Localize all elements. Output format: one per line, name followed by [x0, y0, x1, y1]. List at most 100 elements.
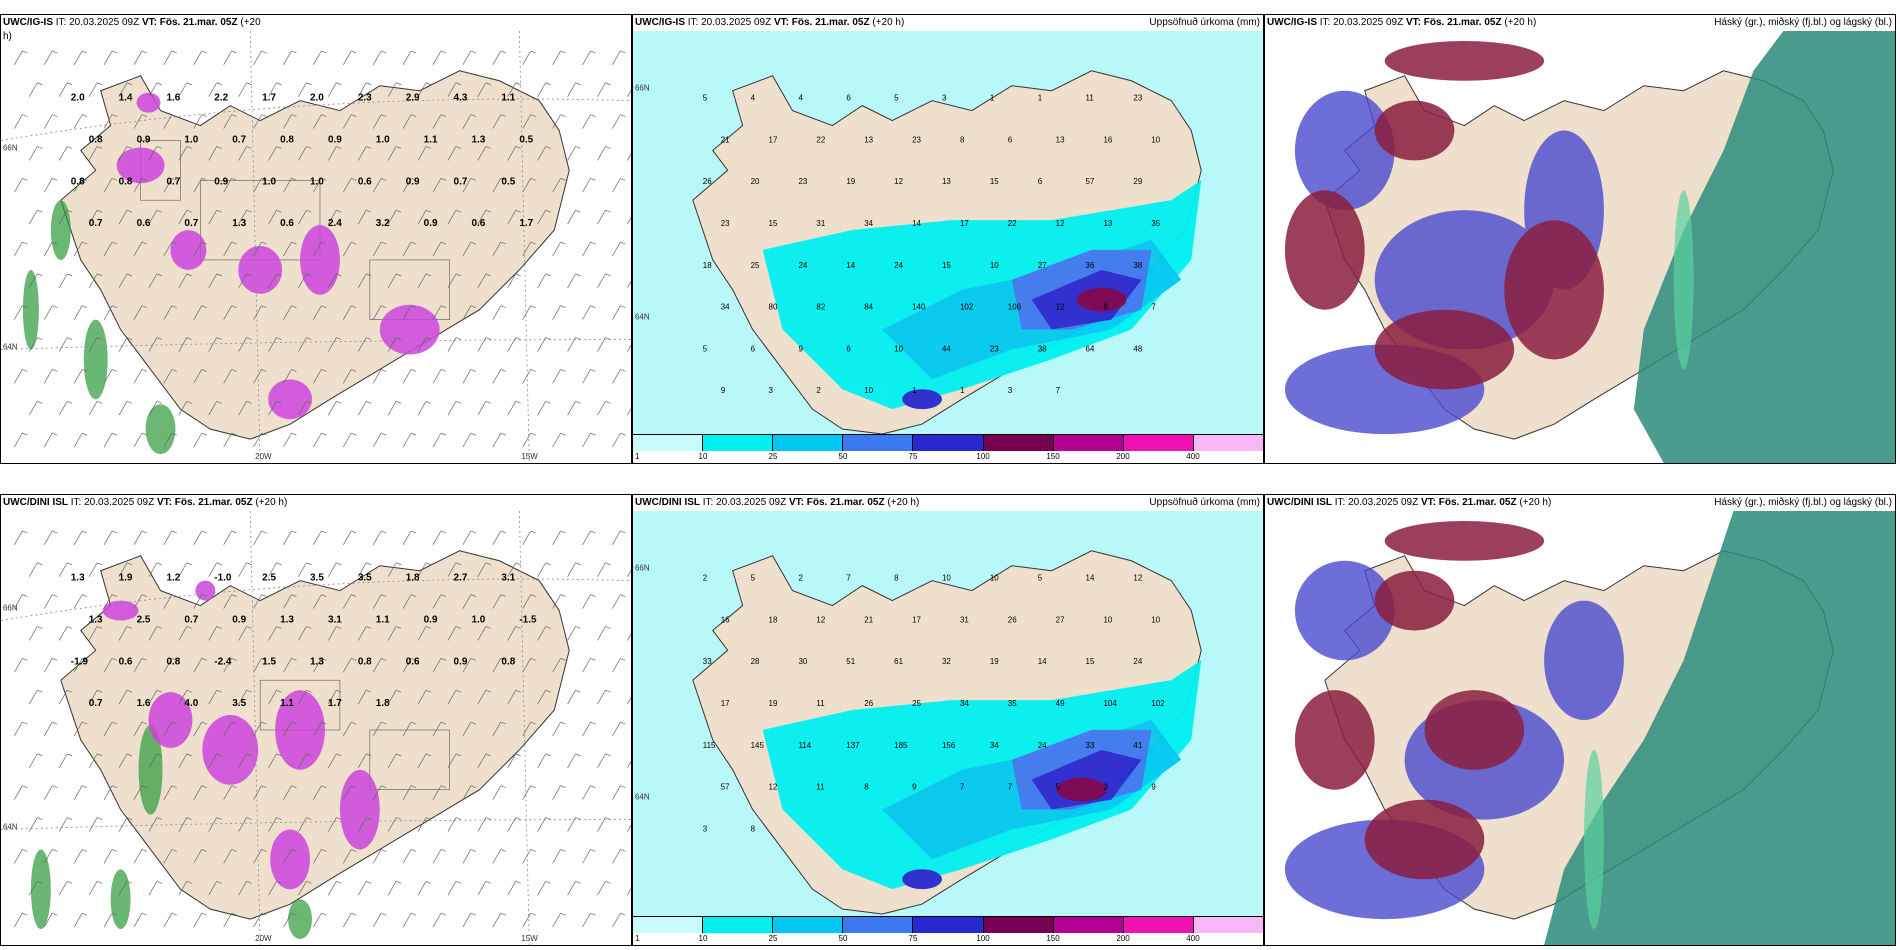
- colorbar-tick-label: 200: [1116, 934, 1130, 943]
- wind-barb: [28, 753, 43, 768]
- wind-barb: [58, 562, 73, 577]
- value-label: 23: [721, 219, 730, 228]
- value-label: 3.5: [232, 698, 246, 709]
- wind-barb: [253, 241, 267, 257]
- wind-barb: [477, 400, 491, 416]
- wind-barb: [612, 305, 626, 320]
- value-label: 115: [703, 741, 716, 750]
- colorbar-tick-label: 100: [976, 934, 990, 943]
- wind-barb: [417, 400, 432, 416]
- value-label: 22: [816, 135, 825, 144]
- value-label: 0.8: [358, 656, 372, 667]
- wind-barb: [357, 689, 372, 705]
- wind-barb: [43, 657, 58, 673]
- wind-barb: [612, 785, 626, 800]
- wind-barb: [73, 594, 88, 609]
- wind-barb: [597, 273, 611, 288]
- value-label: 0.6: [280, 218, 294, 229]
- wind-barb: [28, 562, 43, 577]
- wind-barb: [133, 241, 148, 257]
- precip-fill: [762, 180, 1202, 410]
- wind-barb: [567, 82, 581, 97]
- wind-barb: [14, 594, 28, 609]
- wind-map[interactable]: 66N 64N 20W 15W 1.3 1.9 1.2 -1.0 2.5 3.5 3.5 1.…: [1, 511, 631, 945]
- value-label: 23: [990, 344, 999, 353]
- wind-barb: [193, 305, 207, 320]
- wind-barb: [43, 849, 58, 864]
- lat-64-label: 64N: [3, 823, 18, 832]
- wind-barb: [537, 562, 551, 577]
- wind-barb: [402, 114, 417, 129]
- value-label: 12: [894, 177, 903, 186]
- wind-barb: [552, 657, 566, 673]
- value-label: 34: [721, 303, 730, 312]
- wind-map[interactable]: 66N 64N 20W 15W 2.0 1.4 1.6 2.2 1.7 2.0 2.3 2.9…: [1, 31, 631, 463]
- value-label: 33: [703, 657, 712, 666]
- wind-barb: [268, 562, 282, 577]
- value-label: 16: [721, 615, 730, 624]
- precip-panel-dini: UWC/DINI ISL IT: 20.03.2025 09Z VT: Fös.…: [632, 494, 1264, 946]
- value-label: 1.3: [232, 218, 246, 229]
- value-label: -1.9: [71, 656, 89, 667]
- value-label: 34: [864, 219, 873, 228]
- wind-barb: [193, 594, 207, 609]
- value-label: 4: [751, 94, 756, 103]
- wind-barb: [148, 337, 162, 352]
- wind-map-svg: 66N 64N 20W 15W 1.3 1.9 1.2 -1.0 2.5 3.5 3.5 1.…: [1, 511, 631, 945]
- value-label: 26: [1008, 615, 1017, 624]
- wind-barb: [417, 273, 432, 288]
- value-label: 1: [1038, 94, 1043, 103]
- wind-barb: [627, 153, 631, 161]
- cloud-map[interactable]: [1265, 511, 1895, 945]
- wind-barb: [238, 562, 252, 577]
- value-label: 15: [1086, 657, 1095, 666]
- wind-barbs: [14, 530, 631, 928]
- panel-title: UWC/IG-IS IT: 20.03.2025 09Z VT: Fös. 21…: [1267, 17, 1892, 28]
- wind-barb: [522, 530, 536, 546]
- wind-barb: [14, 241, 28, 257]
- wind-barb: [73, 657, 88, 673]
- wind-barb: [208, 626, 222, 641]
- wind-barb: [178, 209, 192, 225]
- wind-barb: [163, 721, 177, 737]
- value-label: 1.0: [184, 134, 198, 145]
- wind-barb: [328, 689, 342, 705]
- value-label: 0.7: [166, 176, 180, 187]
- wind-barb: [208, 689, 222, 705]
- value-label: 4.0: [184, 698, 198, 709]
- value-label: 11: [816, 699, 825, 708]
- wind-barb: [447, 146, 462, 161]
- wind-barb: [492, 912, 506, 928]
- value-label: 1.0: [376, 134, 390, 145]
- value-labels: 1.3 1.9 1.2 -1.0 2.5 3.5 3.5 1.8 2.7 3.1 1.3 2.5 0.7…: [71, 573, 537, 709]
- value-label: 3.2: [376, 218, 390, 229]
- wind-barb: [552, 785, 566, 800]
- wind-barb: [417, 689, 432, 705]
- wind-barb: [612, 241, 626, 257]
- wind-barb: [118, 880, 133, 896]
- precip-map[interactable]: 66N 64N 5 4 4 6 5 3 1 1 11 23 21 17 22 13 23 8 6 13 16 10 26…: [633, 31, 1263, 435]
- wind-barb: [58, 753, 73, 768]
- colorbar-tick-label: 1: [635, 934, 640, 943]
- value-label: 23: [1133, 94, 1142, 103]
- value-label: 10: [1104, 615, 1113, 624]
- wind-barb: [223, 305, 237, 320]
- wind-barb: [492, 594, 506, 609]
- wind-barb: [268, 689, 282, 705]
- wind-barb: [612, 432, 626, 448]
- wind-barb: [133, 657, 148, 673]
- wind-barb: [313, 432, 327, 448]
- wind-barb: [507, 753, 521, 768]
- wind-barb: [58, 689, 73, 705]
- wind-barb: [342, 432, 357, 448]
- wind-barb: [208, 337, 222, 352]
- wind-barb: [208, 817, 222, 832]
- wind-barb: [133, 785, 148, 800]
- wind-barb: [417, 626, 432, 641]
- colorbar: 1 10 25 50 75 100 150 200 400: [633, 916, 1263, 945]
- wind-barb: [88, 400, 103, 416]
- wind-barb: [163, 369, 177, 384]
- precip-map[interactable]: 66N 64N 2 5 2 7 8 10 10 5 14 12 16 18 12 21 17 31 26 27 10…: [633, 511, 1263, 917]
- wind-barb: [133, 305, 148, 320]
- cloud-map[interactable]: [1265, 31, 1895, 463]
